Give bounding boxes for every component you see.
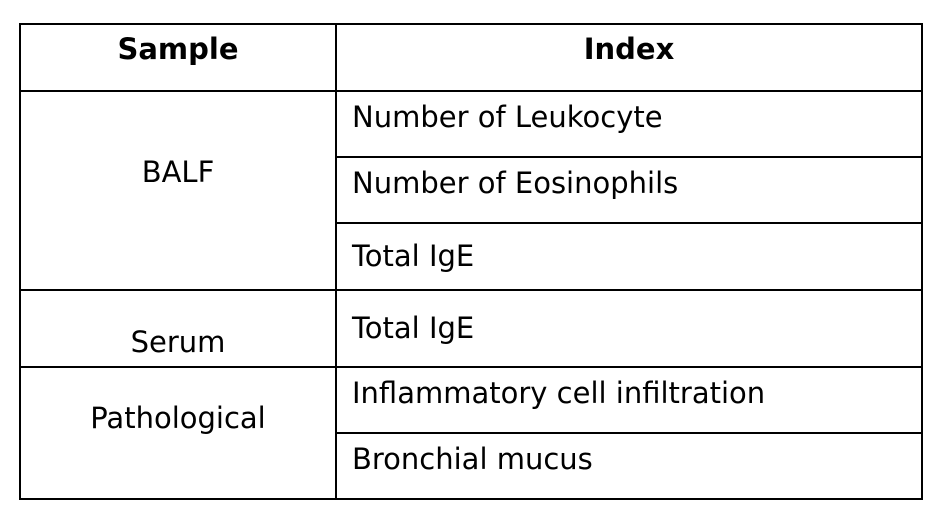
sample-pathological: Pathological <box>90 401 266 435</box>
group-divider <box>21 289 921 291</box>
index-number-of-eosinophils: Number of Eosinophils <box>352 166 679 200</box>
row-divider <box>335 222 921 224</box>
header-index: Index <box>583 32 675 66</box>
index-bronchial-mucus: Bronchial mucus <box>352 442 593 476</box>
index-total-ige-balf: Total IgE <box>352 239 475 273</box>
sample-serum: Serum <box>130 325 226 359</box>
column-divider <box>335 25 337 498</box>
index-total-ige-serum: Total IgE <box>352 311 475 345</box>
header-sample: Sample <box>117 32 239 66</box>
row-divider <box>335 156 921 158</box>
index-inflammatory-cell-infiltration: Inflammatory cell infiltration <box>352 376 766 410</box>
group-divider <box>21 366 921 368</box>
sample-index-table: Sample Index BALF Number of Leukocyte Nu… <box>19 23 923 500</box>
sample-balf: BALF <box>141 155 215 189</box>
row-divider <box>335 432 921 434</box>
index-number-of-leukocyte: Number of Leukocyte <box>352 100 663 134</box>
header-divider <box>21 90 921 92</box>
